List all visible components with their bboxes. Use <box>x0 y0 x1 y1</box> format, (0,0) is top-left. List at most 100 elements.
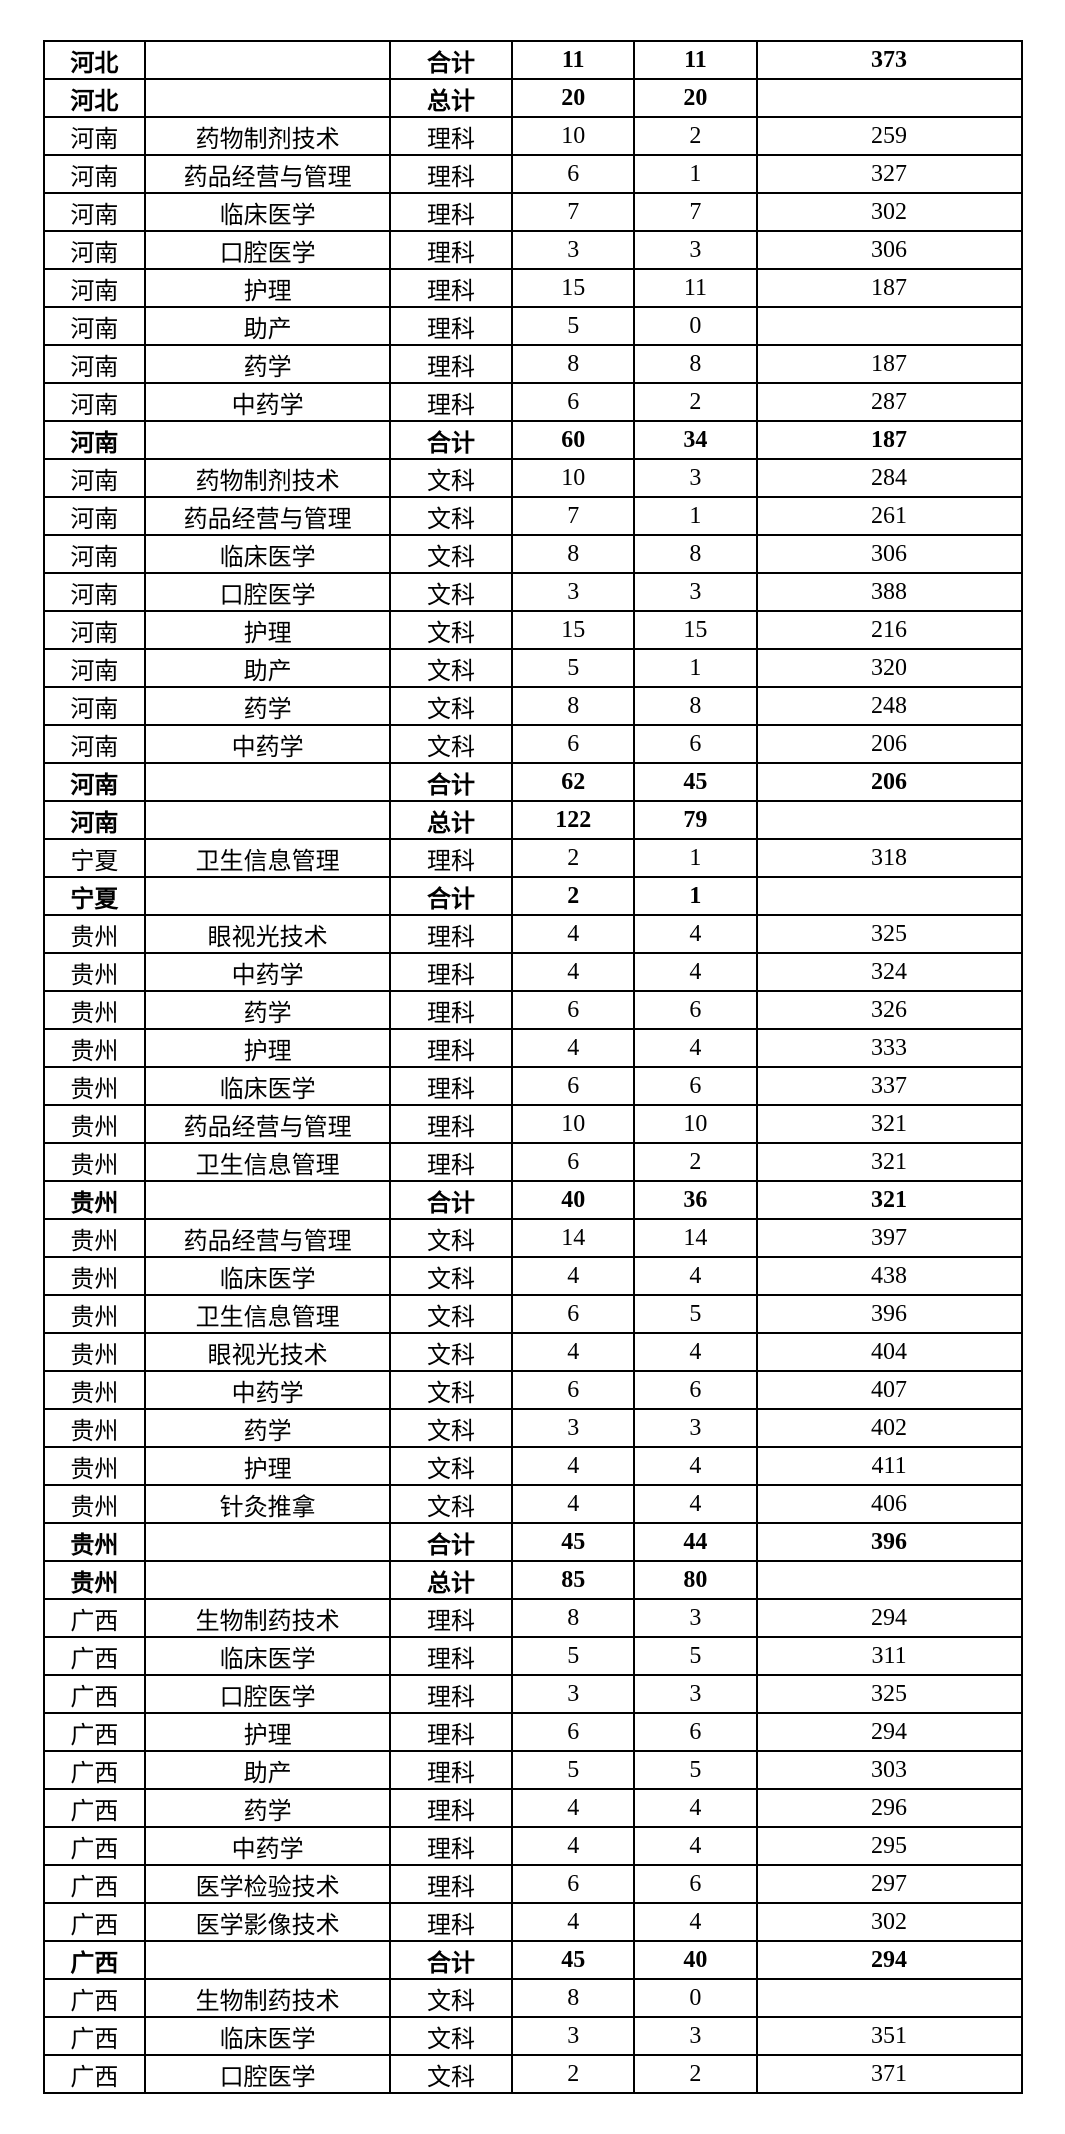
table-cell: 助产 <box>145 307 389 345</box>
table-cell: 文科 <box>390 1371 512 1409</box>
table-cell <box>757 877 1022 915</box>
table-cell: 396 <box>757 1295 1022 1333</box>
table-row: 贵州总计8580 <box>44 1561 1022 1599</box>
table-cell <box>757 801 1022 839</box>
table-cell: 5 <box>634 1637 756 1675</box>
table-row: 河南总计12279 <box>44 801 1022 839</box>
table-cell: 药学 <box>145 687 389 725</box>
table-cell: 10 <box>512 459 634 497</box>
table-cell: 河南 <box>44 497 146 535</box>
table-cell: 4 <box>512 953 634 991</box>
table-cell: 总计 <box>390 79 512 117</box>
table-cell: 助产 <box>145 649 389 687</box>
table-cell: 河南 <box>44 611 146 649</box>
table-cell: 4 <box>634 915 756 953</box>
table-cell: 407 <box>757 1371 1022 1409</box>
table-cell: 理科 <box>390 1751 512 1789</box>
table-cell: 20 <box>512 79 634 117</box>
table-cell: 351 <box>757 2017 1022 2055</box>
table-cell: 文科 <box>390 1295 512 1333</box>
table-row: 贵州眼视光技术理科44325 <box>44 915 1022 953</box>
table-cell: 4 <box>634 1827 756 1865</box>
table-cell: 4 <box>634 1789 756 1827</box>
table-row: 广西临床医学理科55311 <box>44 1637 1022 1675</box>
table-cell: 8 <box>512 1979 634 2017</box>
table-cell: 4 <box>512 1447 634 1485</box>
table-cell: 药学 <box>145 991 389 1029</box>
table-cell: 药学 <box>145 345 389 383</box>
table-cell: 14 <box>512 1219 634 1257</box>
table-cell: 14 <box>634 1219 756 1257</box>
table-cell: 371 <box>757 2055 1022 2093</box>
table-cell: 5 <box>512 649 634 687</box>
table-cell: 贵州 <box>44 1485 146 1523</box>
table-row: 贵州药品经营与管理文科1414397 <box>44 1219 1022 1257</box>
table-cell: 2 <box>512 839 634 877</box>
table-cell: 文科 <box>390 1333 512 1371</box>
table-cell: 321 <box>757 1143 1022 1181</box>
table-cell: 302 <box>757 1903 1022 1941</box>
table-cell: 206 <box>757 725 1022 763</box>
table-cell: 11 <box>634 41 756 79</box>
table-cell: 河南 <box>44 725 146 763</box>
table-cell: 贵州 <box>44 915 146 953</box>
table-row: 贵州卫生信息管理文科65396 <box>44 1295 1022 1333</box>
table-cell: 44 <box>634 1523 756 1561</box>
table-cell: 397 <box>757 1219 1022 1257</box>
table-cell: 62 <box>512 763 634 801</box>
table-cell: 贵州 <box>44 991 146 1029</box>
table-row: 贵州药学理科66326 <box>44 991 1022 1029</box>
table-cell: 187 <box>757 345 1022 383</box>
table-cell: 合计 <box>390 1523 512 1561</box>
table-row: 贵州眼视光技术文科44404 <box>44 1333 1022 1371</box>
table-cell: 2 <box>512 2055 634 2093</box>
table-cell: 6 <box>634 1067 756 1105</box>
table-cell: 306 <box>757 535 1022 573</box>
table-row: 贵州中药学理科44324 <box>44 953 1022 991</box>
table-row: 广西合计4540294 <box>44 1941 1022 1979</box>
table-cell: 文科 <box>390 725 512 763</box>
table-row: 河南护理理科1511187 <box>44 269 1022 307</box>
table-cell: 6 <box>512 725 634 763</box>
table-row: 河南中药学理科62287 <box>44 383 1022 421</box>
table-row: 河北合计1111373 <box>44 41 1022 79</box>
table-cell: 文科 <box>390 573 512 611</box>
table-cell: 373 <box>757 41 1022 79</box>
table-cell: 河南 <box>44 231 146 269</box>
table-cell: 文科 <box>390 535 512 573</box>
table-cell: 文科 <box>390 1257 512 1295</box>
table-cell: 6 <box>512 1371 634 1409</box>
table-cell: 河南 <box>44 649 146 687</box>
table-cell: 贵州 <box>44 1561 146 1599</box>
table-cell: 3 <box>512 573 634 611</box>
table-cell: 294 <box>757 1713 1022 1751</box>
table-cell <box>145 877 389 915</box>
table-row: 河南药物制剂技术理科102259 <box>44 117 1022 155</box>
table-cell: 10 <box>512 1105 634 1143</box>
table-cell: 3 <box>512 1675 634 1713</box>
table-cell: 7 <box>512 497 634 535</box>
table-cell: 文科 <box>390 1409 512 1447</box>
table-cell <box>757 1561 1022 1599</box>
table-cell: 眼视光技术 <box>145 1333 389 1371</box>
table-cell: 216 <box>757 611 1022 649</box>
table-cell: 眼视光技术 <box>145 915 389 953</box>
table-cell: 理科 <box>390 1637 512 1675</box>
table-cell: 3 <box>634 573 756 611</box>
table-cell: 4 <box>634 1903 756 1941</box>
table-cell: 文科 <box>390 687 512 725</box>
table-cell: 302 <box>757 193 1022 231</box>
table-cell: 1 <box>634 839 756 877</box>
table-cell: 15 <box>512 269 634 307</box>
table-row: 广西生物制药技术文科80 <box>44 1979 1022 2017</box>
table-cell: 贵州 <box>44 1333 146 1371</box>
table-cell: 贵州 <box>44 1295 146 1333</box>
table-row: 宁夏卫生信息管理理科21318 <box>44 839 1022 877</box>
table-cell: 15 <box>634 611 756 649</box>
table-cell: 临床医学 <box>145 1637 389 1675</box>
table-cell: 河南 <box>44 383 146 421</box>
table-cell: 4 <box>634 1447 756 1485</box>
table-cell: 贵州 <box>44 1409 146 1447</box>
table-cell: 理科 <box>390 231 512 269</box>
table-cell: 36 <box>634 1181 756 1219</box>
